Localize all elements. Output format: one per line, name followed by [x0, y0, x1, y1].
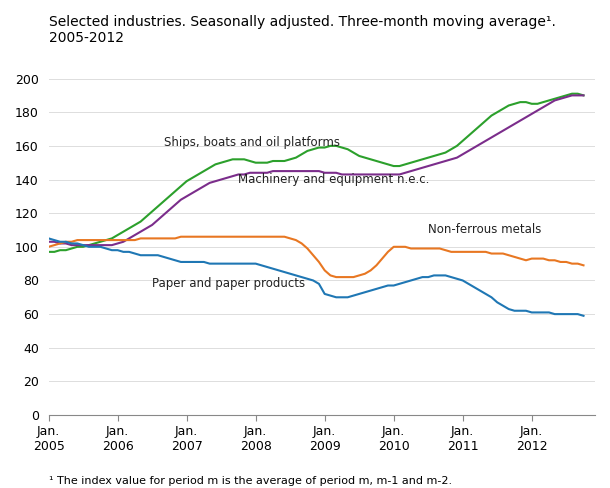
Text: Selected industries. Seasonally adjusted. Three-month moving average¹.
2005-2012: Selected industries. Seasonally adjusted…	[49, 15, 556, 45]
Text: ¹ The index value for period m is the average of period m, m-1 and m-2.: ¹ The index value for period m is the av…	[49, 476, 452, 486]
Text: Machinery and equipment n.e.c.: Machinery and equipment n.e.c.	[239, 173, 430, 186]
Text: Paper and paper products: Paper and paper products	[152, 277, 305, 290]
Text: Non-ferrous metals: Non-ferrous metals	[428, 224, 542, 237]
Text: Ships, boats and oil platforms: Ships, boats and oil platforms	[163, 136, 340, 149]
